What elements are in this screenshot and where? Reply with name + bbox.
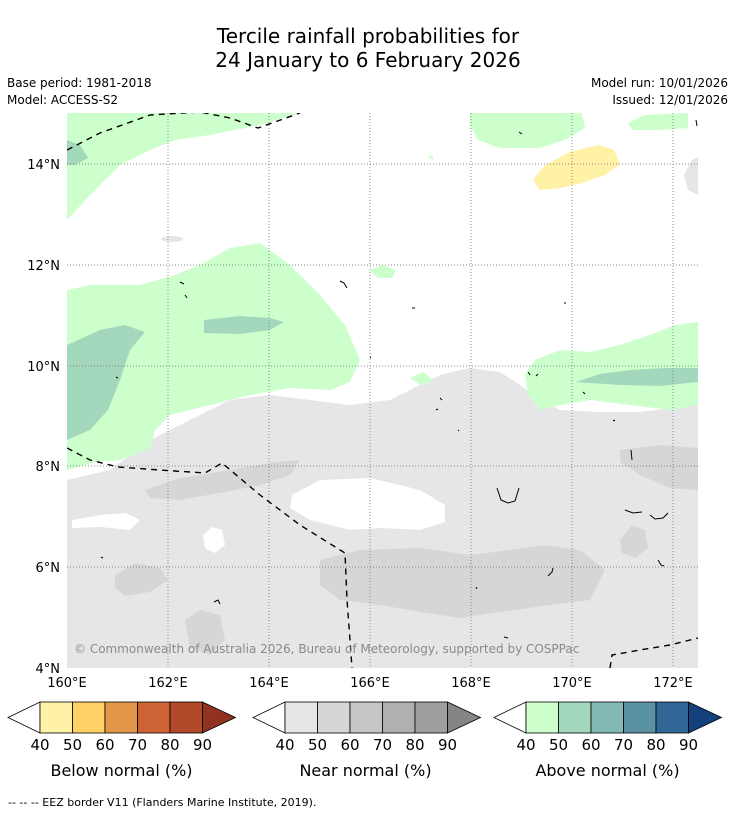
above-normal-legend-label: Above normal (%) xyxy=(535,761,680,780)
near-normal-colorbar: 40 50 60 70 80 90 xyxy=(252,701,482,754)
lat-tick-label: 6°N xyxy=(36,561,61,576)
no-signal-region xyxy=(203,527,225,553)
colorbar-segment xyxy=(414,701,448,734)
colorbar-tick-label: 80 xyxy=(160,736,179,754)
lat-axis: 14°N 12°N 10°N 8°N 6°N 4°N xyxy=(27,158,60,677)
colorbar-tick-label: 50 xyxy=(549,736,568,754)
above-normal-40-region xyxy=(525,322,698,410)
map-title-line1: Tercile rainfall probabilities for xyxy=(216,24,520,48)
colorbar-tick-label: 90 xyxy=(193,736,212,754)
colorbar-tick-label: 60 xyxy=(340,736,359,754)
near-normal-50-region xyxy=(115,563,168,596)
no-signal-region xyxy=(290,478,445,530)
lon-axis: 160°E 162°E 164°E 166°E 168°E 170°E 172°… xyxy=(47,676,693,691)
colorbar-segment xyxy=(104,701,138,734)
below-normal-colorbar: 40 50 60 70 80 90 xyxy=(7,701,237,754)
colorbar-segment xyxy=(137,701,171,734)
colorbar-tick-label: 60 xyxy=(95,736,114,754)
colorbar-segment xyxy=(349,701,383,734)
above-normal-40-region xyxy=(470,113,585,148)
map-title-line2: 24 January to 6 February 2026 xyxy=(215,48,521,72)
above-normal-40-region xyxy=(67,113,300,220)
colorbar-segment xyxy=(39,701,73,734)
no-signal-region xyxy=(72,513,140,530)
colorbar-segment xyxy=(623,701,657,734)
colorbar-tick-label: 40 xyxy=(30,736,49,754)
lon-tick-label: 166°E xyxy=(350,676,390,691)
above-normal-50-region xyxy=(576,368,698,386)
near-normal-50-region xyxy=(145,460,300,500)
eez-footnote: -- -- -- EEZ border V11 (Flanders Marine… xyxy=(8,796,317,809)
base-period-text: Base period: 1981-2018 xyxy=(7,76,152,90)
colorbar-max-arrow xyxy=(202,701,237,734)
colorbar-segment xyxy=(382,701,416,734)
model-text: Model: ACCESS-S2 xyxy=(7,93,119,107)
eez-border xyxy=(67,113,698,668)
lon-tick-label: 164°E xyxy=(249,676,289,691)
legend-group: 40 50 60 70 80 90 40 50 60 70 80 90 40 50 60 70 80 90 xyxy=(7,701,723,754)
colorbar-tick-label: 80 xyxy=(405,736,424,754)
model-run-text: Model run: 10/01/2026 xyxy=(590,76,728,90)
near-normal-legend-label: Near normal (%) xyxy=(299,761,432,780)
lat-tick-label: 10°N xyxy=(27,360,60,375)
near-normal-40-region xyxy=(684,157,698,195)
above-normal-50-region xyxy=(67,325,145,440)
colorbar-segment xyxy=(590,701,624,734)
colorbar-tick-label: 60 xyxy=(581,736,600,754)
lon-tick-label: 170°E xyxy=(552,676,592,691)
colorbar-max-arrow xyxy=(447,701,482,734)
colorbar-tick-label: 90 xyxy=(438,736,457,754)
colorbar-tick-label: 70 xyxy=(614,736,633,754)
lon-tick-label: 172°E xyxy=(653,676,693,691)
above-normal-40-region xyxy=(428,155,434,160)
island-coastlines xyxy=(100,119,698,639)
lat-tick-label: 4°N xyxy=(36,662,61,677)
near-normal-40-region xyxy=(161,236,183,242)
map-plot-area: © Commonwealth of Australia 2026, Bureau… xyxy=(67,113,698,668)
lat-tick-label: 14°N xyxy=(27,158,60,173)
colorbar-tick-label: 40 xyxy=(516,736,535,754)
colorbar-segment xyxy=(169,701,203,734)
colorbar-segment xyxy=(72,701,106,734)
colorbar-min-arrow xyxy=(252,701,286,734)
lon-tick-label: 160°E xyxy=(47,676,87,691)
above-normal-40-region xyxy=(410,372,433,386)
colorbar-tick-label: 50 xyxy=(308,736,327,754)
above-normal-50-region xyxy=(204,316,284,334)
colorbar-segment xyxy=(655,701,689,734)
gridlines xyxy=(67,113,698,668)
near-normal-50-region xyxy=(620,525,648,558)
below-normal-legend-label: Below normal (%) xyxy=(50,761,193,780)
colorbar-segment xyxy=(284,701,318,734)
lon-tick-label: 168°E xyxy=(451,676,491,691)
colorbar-tick-label: 50 xyxy=(63,736,82,754)
colorbar-max-arrow xyxy=(688,701,723,734)
lat-tick-label: 12°N xyxy=(27,259,60,274)
above-normal-colorbar: 40 50 60 70 80 90 xyxy=(493,701,723,754)
near-normal-50-region xyxy=(185,610,225,655)
colorbar-tick-label: 80 xyxy=(646,736,665,754)
lon-tick-label: 162°E xyxy=(148,676,188,691)
near-normal-50-region xyxy=(620,445,698,490)
colorbar-segment xyxy=(558,701,592,734)
above-normal-40-region xyxy=(67,243,360,470)
colorbar-tick-label: 90 xyxy=(679,736,698,754)
near-normal-50-region xyxy=(320,545,605,618)
above-normal-40-region xyxy=(370,265,396,278)
colorbar-segment xyxy=(317,701,351,734)
above-normal-50-region xyxy=(67,140,88,165)
colorbar-tick-label: 70 xyxy=(128,736,147,754)
colorbar-segment xyxy=(525,701,559,734)
issued-text: Issued: 12/01/2026 xyxy=(612,93,728,107)
copyright-text: © Commonwealth of Australia 2026, Bureau… xyxy=(74,642,579,656)
colorbar-min-arrow xyxy=(493,701,527,734)
colorbar-tick-label: 40 xyxy=(275,736,294,754)
colorbar-tick-label: 70 xyxy=(373,736,392,754)
colorbar-min-arrow xyxy=(7,701,41,734)
lat-tick-label: 8°N xyxy=(36,460,61,475)
below-normal-40-region xyxy=(533,145,620,190)
